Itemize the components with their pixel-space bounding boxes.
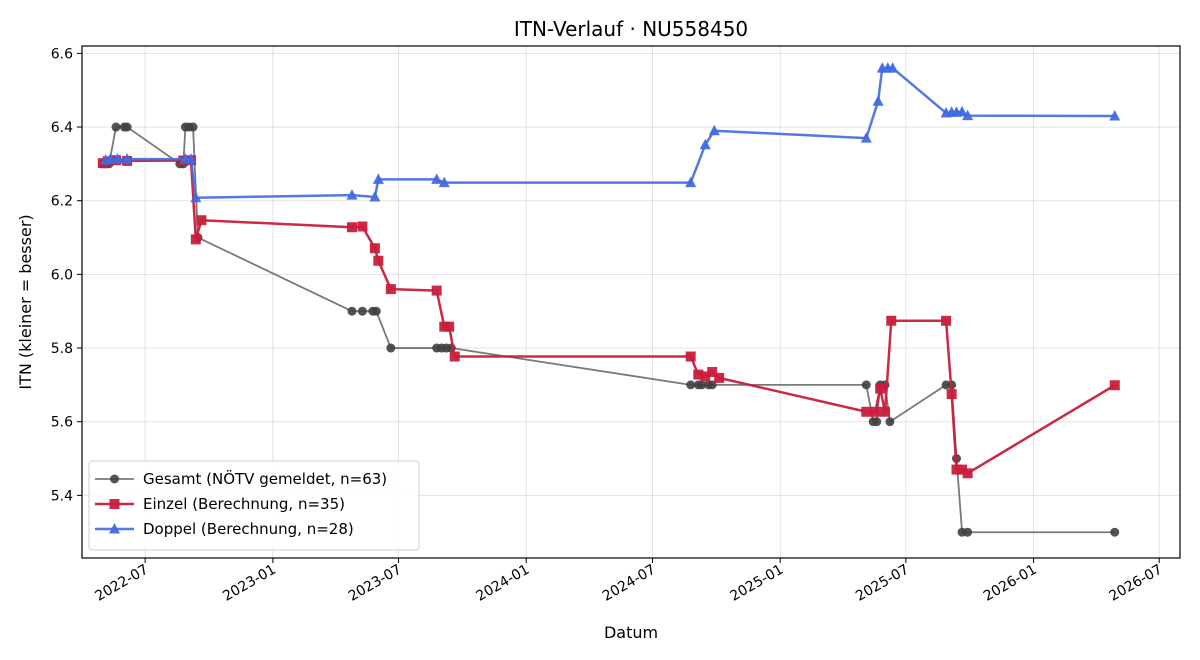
y-tick-label: 6.6 (51, 46, 73, 62)
legend-box (88, 460, 420, 551)
data-point (962, 468, 973, 479)
legend-marker (109, 523, 120, 534)
y-tick-label: 5.8 (51, 341, 73, 357)
data-point (121, 153, 133, 164)
x-tick-label: 2023-01 (220, 562, 279, 605)
data-point (190, 191, 202, 203)
data-point (190, 234, 201, 245)
data-point (346, 222, 357, 233)
grid (82, 46, 1180, 558)
data-point (699, 138, 711, 150)
legend: Gesamt (NÖTV gemeldet, n=63) Einzel (Bere… (88, 460, 420, 551)
data-point (941, 315, 952, 326)
y-tick-label: 6.4 (51, 120, 73, 136)
data-point (372, 173, 384, 184)
data-point (111, 153, 123, 164)
x-tick-label: 2024-01 (474, 562, 533, 605)
data-point (431, 173, 443, 184)
series-line (102, 158, 1116, 475)
data-point (880, 406, 891, 417)
x-tick-label: 2024-07 (600, 562, 659, 605)
data-point (346, 189, 358, 200)
y-axis-label: ITN (kleiner = besser) (16, 214, 35, 389)
data-point (707, 366, 718, 377)
data-point (185, 153, 197, 164)
x-axis: 2022-07 2023-01 2023-07 2024-01 2024-07 2025-… (92, 558, 1165, 605)
y-tick-label: 5.6 (51, 415, 73, 431)
data-point (951, 464, 962, 475)
data-point (685, 351, 696, 362)
y-tick-label: 5.4 (51, 488, 73, 504)
data-point (1109, 109, 1121, 121)
data-point (438, 176, 450, 188)
x-tick-label: 2026-07 (1107, 562, 1166, 605)
data-point (946, 389, 957, 400)
data-point (449, 351, 460, 362)
data-point (714, 372, 725, 383)
data-point (870, 406, 881, 417)
data-point (431, 285, 442, 296)
data-point (875, 383, 886, 394)
data-point (369, 243, 380, 254)
x-tick-label: 2025-07 (853, 562, 912, 605)
series-line (105, 66, 1115, 200)
x-tick-label: 2025-01 (728, 562, 787, 605)
data-point (111, 122, 121, 132)
y-tick-label: 6.2 (51, 194, 73, 210)
data-point (861, 406, 872, 417)
data-point (957, 464, 968, 475)
data-point (196, 215, 207, 226)
data-point (357, 221, 368, 232)
data-point (371, 306, 381, 316)
x-tick-label: 2023-07 (346, 562, 405, 605)
data-point (386, 343, 396, 353)
data-point (444, 321, 455, 332)
data-point (357, 306, 367, 316)
data-point (369, 191, 381, 202)
plot-frame (81, 45, 1181, 559)
series-layer (97, 62, 1121, 537)
data-point (886, 315, 897, 326)
legend-marker (109, 499, 120, 509)
data-point (697, 380, 707, 390)
legend-label: Doppel (Berechnung, n=28) (143, 520, 354, 538)
data-point (963, 527, 973, 537)
data-point (956, 105, 968, 117)
data-point (1109, 380, 1120, 391)
data-point (708, 124, 720, 136)
data-point (962, 109, 974, 121)
data-point (385, 284, 396, 295)
data-point (885, 417, 895, 427)
series-square (97, 155, 1120, 479)
data-point (122, 122, 132, 132)
data-point (887, 62, 899, 73)
data-point (860, 132, 872, 143)
chart-title: ITN-Verlauf · NU558450 (514, 17, 748, 41)
data-point (1110, 527, 1120, 537)
data-point (104, 153, 116, 164)
data-point (373, 255, 384, 266)
data-point (872, 417, 882, 427)
data-point (861, 380, 871, 390)
legend-marker (110, 474, 119, 484)
x-axis-label: Datum (604, 623, 658, 642)
data-point (693, 369, 704, 380)
data-point (347, 306, 357, 316)
data-point (686, 380, 696, 390)
data-point (872, 95, 884, 106)
legend-label: Einzel (Berechnung, n=35) (143, 495, 345, 513)
series-triangle (100, 62, 1121, 203)
data-point (685, 176, 697, 188)
y-tick-label: 6.0 (51, 267, 73, 283)
y-axis: 5.4 5.6 5.8 6.0 6.2 6.4 6.6 (51, 46, 82, 504)
x-tick-label: 2026-01 (981, 562, 1040, 605)
legend-label: Gesamt (NÖTV gemeldet, n=63) (143, 469, 387, 488)
x-tick-label: 2022-07 (92, 562, 151, 605)
data-point (700, 371, 711, 382)
data-point (188, 122, 198, 132)
